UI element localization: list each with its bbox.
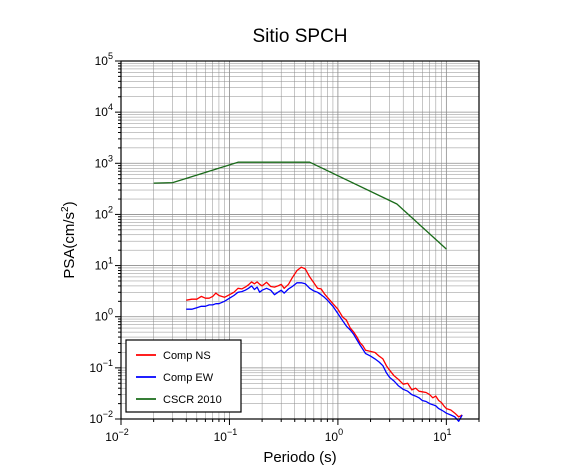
tick-base: 10 [95,259,109,273]
tick-base: 10 [95,310,109,324]
y-tick-label: 10−2 [89,409,113,426]
tick-exponent: 3 [108,153,113,163]
tick-exponent: 1 [447,427,452,437]
tick-base: 10 [89,412,103,426]
series-line-comp-ew [186,282,463,422]
y-tick-label: 100 [95,307,113,324]
tick-exponent: −1 [103,358,113,368]
y-tick-label: 101 [95,256,113,273]
tick-exponent: −1 [227,427,237,437]
y-tick-label: 105 [95,51,113,68]
y-axis-label-text: PSA(cm/s [61,212,78,279]
tick-base: 10 [105,430,119,444]
y-tick-label: 10−1 [89,358,113,375]
tick-layer [115,60,480,425]
x-axis-label: Periodo (s) [263,449,336,466]
tick-base: 10 [95,105,109,119]
legend-label-ns: Comp NS [163,350,211,362]
y-axis-label-sup: 2 [60,206,71,212]
tick-exponent: 2 [108,204,113,214]
tick-base: 10 [214,430,228,444]
tick-exponent: 1 [108,256,113,266]
legend-label-cscr: CSCR 2010 [163,394,222,406]
tick-base: 10 [95,156,109,170]
tick-exponent: 0 [108,307,113,317]
y-axis-label-close: ) [61,201,78,206]
tick-base: 10 [89,361,103,375]
chart-title: Sitio SPCH [252,26,347,47]
tick-exponent: 5 [108,51,113,61]
x-tick-label: 10−1 [214,427,238,444]
series-layer [153,161,463,422]
tick-base: 10 [325,430,339,444]
y-tick-label: 102 [95,204,113,221]
tick-exponent: −2 [103,409,113,419]
tick-exponent: 4 [108,102,113,112]
x-tick-label: 101 [433,427,451,444]
tick-exponent: 0 [338,427,343,437]
y-tick-label: 103 [95,153,113,170]
tick-exponent: −2 [119,427,129,437]
x-tick-label: 100 [325,427,343,444]
series-line-cscr-2010 [153,161,447,250]
tick-base: 10 [95,54,109,68]
legend: Comp NS Comp EW CSCR 2010 [125,339,242,413]
x-tick-label: 10−2 [105,427,129,444]
plot-frame [120,60,480,420]
legend-box [125,339,242,413]
y-axis-label: PSA(cm/s2) [60,201,78,278]
legend-label-ew: Comp EW [163,372,214,384]
y-tick-label: 104 [95,102,113,119]
series-line-comp-ns [186,266,463,418]
grid [120,60,480,420]
x-tick-labels: 10−2 10−1 100 101 [105,427,451,444]
tick-base: 10 [95,207,109,221]
tick-base: 10 [433,430,447,444]
